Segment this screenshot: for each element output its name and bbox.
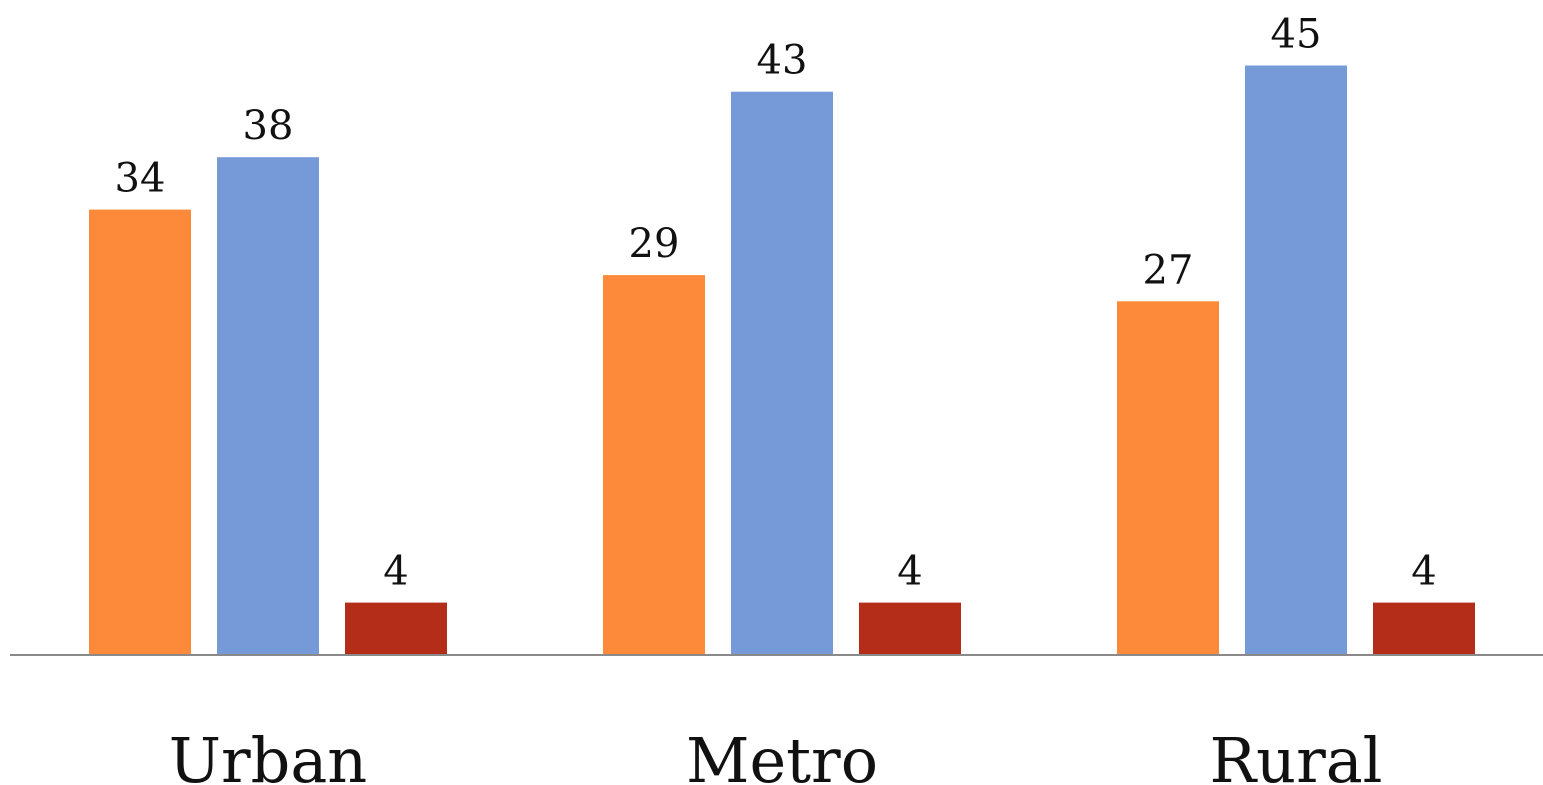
value-label-urban-3: 4: [383, 549, 408, 595]
bar-rural-1: [1117, 301, 1219, 655]
category-label-rural: Rural: [1209, 724, 1382, 785]
bar-rural-3: [1373, 602, 1475, 655]
bar-urban-2: [217, 157, 319, 655]
value-label-metro-2: 43: [757, 38, 808, 84]
bar-metro-1: [603, 275, 705, 655]
value-labels-layer: 34 38 4 29 43 4 27 45 4: [115, 12, 1437, 595]
bar-rural-2: [1245, 65, 1347, 655]
value-label-urban-2: 38: [243, 103, 294, 149]
category-label-urban: Urban: [169, 724, 367, 785]
bar-metro-2: [731, 91, 833, 655]
value-label-rural-1: 27: [1143, 247, 1194, 293]
value-label-metro-1: 29: [629, 221, 680, 267]
value-label-rural-2: 45: [1271, 12, 1322, 58]
bar-urban-1: [89, 209, 191, 655]
bar-urban-3: [345, 602, 447, 655]
bars-layer: [89, 65, 1475, 655]
value-label-urban-1: 34: [115, 156, 166, 202]
category-labels-layer: Urban Metro Rural: [169, 724, 1383, 785]
value-label-metro-3: 4: [897, 549, 922, 595]
bar-metro-3: [859, 602, 961, 655]
category-label-metro: Metro: [686, 724, 878, 785]
value-label-rural-3: 4: [1411, 549, 1436, 595]
